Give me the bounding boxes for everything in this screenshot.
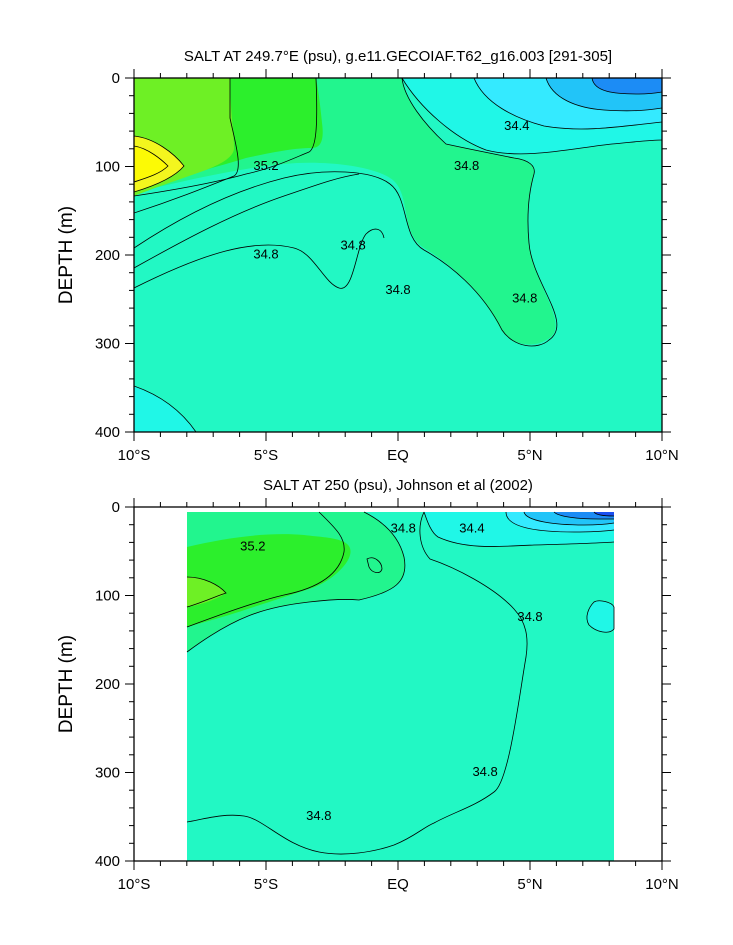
panel-1-contour-line <box>134 135 185 193</box>
panel-1-contour-line <box>545 78 662 112</box>
panel-2-contour-labels: 35.2 34.8 34.4 34.8 34.8 34.8 <box>240 521 543 824</box>
panel-2: SALT AT 250 (psu), Johnson et al (2002) … <box>56 477 679 893</box>
panel-2-contour-line <box>586 600 615 633</box>
panel-2-fill-34.6-blob <box>586 600 614 633</box>
contour-label: 34.8 <box>340 238 365 253</box>
panel-1-axes: 10°S 5°S EQ 5°N 10°N 0 100 200 300 400 <box>95 69 679 464</box>
y-tick-label: 200 <box>95 247 120 264</box>
panel-2-contour-line <box>553 511 614 520</box>
x-tick-label: 10°N <box>645 876 679 893</box>
panel-1-contour-line <box>401 78 662 155</box>
contour-label: 35.2 <box>253 158 278 173</box>
panel-2-contour-line <box>366 557 383 573</box>
x-tick-label: 10°S <box>118 447 151 464</box>
y-tick-label: 100 <box>95 588 120 605</box>
x-tick-label: 5°S <box>254 876 278 893</box>
panel-2-fill-35.0-blob <box>367 557 382 573</box>
panel-1-contour-line <box>473 78 662 130</box>
panel-1-fill-bl <box>134 386 196 432</box>
y-tick-label: 0 <box>112 499 120 516</box>
panel-1-contour-line <box>134 228 385 289</box>
x-tick-label: EQ <box>387 447 409 464</box>
panel-1-contour-line <box>134 78 558 347</box>
panel-2-contour-line <box>186 576 227 608</box>
y-tick-label: 400 <box>95 853 120 870</box>
y-tick-label: 300 <box>95 336 120 353</box>
panel-1-contour-line <box>134 173 360 269</box>
panel-1-contour-line <box>134 78 239 214</box>
panel-1-fill-35.8 <box>134 146 168 182</box>
contour-label: 34.8 <box>385 282 410 297</box>
y-tick-label: 200 <box>95 676 120 693</box>
panel-1-ylabel: DEPTH (m) <box>56 206 77 304</box>
panel-2-fill-35.2 <box>187 534 351 627</box>
panel-2-contour-line <box>523 511 615 526</box>
panel-2-contour-line <box>186 511 345 628</box>
contour-label: 34.4 <box>504 118 529 133</box>
panel-1-plot-area <box>134 78 662 432</box>
contour-label: 34.8 <box>517 609 542 624</box>
x-tick-label: 10°N <box>645 447 679 464</box>
panel-2-contour-line <box>186 511 406 653</box>
panel-2-axes: 10°S 5°S EQ 5°N 10°N 0 100 200 300 400 <box>95 498 679 893</box>
panel-1-contour-line <box>134 385 197 432</box>
contour-label: 34.4 <box>459 521 484 536</box>
panel-1-contour-line <box>134 145 169 183</box>
y-tick-label: 300 <box>95 765 120 782</box>
y-tick-label: 400 <box>95 424 120 441</box>
panel-1-contour-line <box>591 78 662 95</box>
contour-label: 35.2 <box>240 538 265 553</box>
x-tick-label: 5°N <box>517 447 542 464</box>
panel-1-fill-34.0 <box>592 78 662 94</box>
x-tick-label: 10°S <box>118 876 151 893</box>
contour-label: 34.8 <box>454 158 479 173</box>
panel-2-data-region <box>186 511 615 861</box>
panel-2-title: SALT AT 250 (psu), Johnson et al (2002) <box>263 477 533 494</box>
contour-label: 34.8 <box>512 291 537 306</box>
panel-1: SALT AT 249.7°E (psu), g.e11.GECOIAF.T62… <box>56 48 679 464</box>
panel-2-contour-line <box>423 511 615 547</box>
contour-label: 34.8 <box>306 808 331 823</box>
panel-2-plot-area <box>134 507 662 861</box>
panel-2-fill-33.8 <box>594 512 614 516</box>
contour-label: 34.8 <box>253 246 278 261</box>
panel-2-contour-line <box>593 511 615 517</box>
panel-1-contour-labels: 35.2 34.8 34.4 34.8 34.8 34.8 34.8 <box>253 118 537 306</box>
y-tick-label: 100 <box>95 159 120 176</box>
contour-label: 34.8 <box>472 764 497 779</box>
y-tick-label: 0 <box>112 70 120 87</box>
panel-2-contour-line <box>186 511 528 855</box>
x-tick-label: 5°S <box>254 447 278 464</box>
panel-2-fill-35.4 <box>187 577 226 607</box>
x-tick-label: EQ <box>387 876 409 893</box>
panel-2-ylabel: DEPTH (m) <box>56 635 77 733</box>
x-tick-label: 5°N <box>517 876 542 893</box>
panel-2-contour-line <box>505 511 615 533</box>
panel-1-title: SALT AT 249.7°E (psu), g.e11.GECOIAF.T62… <box>184 48 612 65</box>
contour-label: 34.8 <box>391 521 416 536</box>
panel-1-contour-line <box>134 78 318 197</box>
